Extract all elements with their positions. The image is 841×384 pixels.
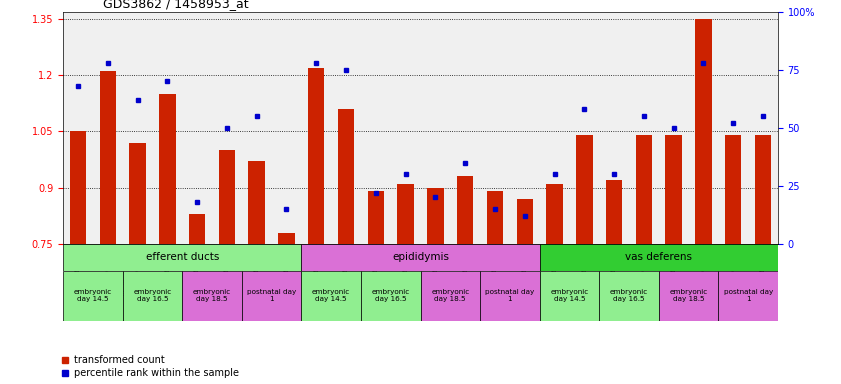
Text: GDS3862 / 1458953_at: GDS3862 / 1458953_at [103,0,249,10]
Bar [219,150,235,244]
Bar [665,135,682,244]
Text: postnatal day
1: postnatal day 1 [485,289,535,302]
Bar [99,71,116,244]
Bar [659,271,718,321]
Bar [308,68,325,244]
Text: percentile rank within the sample: percentile rank within the sample [74,368,239,379]
Bar [636,135,652,244]
Bar [725,135,742,244]
Text: epididymis: epididymis [392,252,449,262]
Text: embryonic
day 14.5: embryonic day 14.5 [312,289,350,302]
Bar [420,271,480,321]
Text: tissue ▶: tissue ▶ [96,252,135,262]
Bar [242,271,301,321]
Bar [540,244,778,271]
Text: embryonic
day 18.5: embryonic day 18.5 [193,289,231,302]
Bar [487,191,503,244]
Text: embryonic
day 14.5: embryonic day 14.5 [74,289,112,302]
Bar [547,184,563,244]
Bar [248,161,265,244]
Text: efferent ducts: efferent ducts [145,252,219,262]
Text: postnatal day
1: postnatal day 1 [247,289,296,302]
Bar [278,233,294,244]
Bar [159,94,176,244]
Bar [540,271,599,321]
Bar [182,271,242,321]
Text: embryonic
day 18.5: embryonic day 18.5 [669,289,707,302]
Bar [599,271,659,321]
Text: embryonic
day 14.5: embryonic day 14.5 [550,289,589,302]
Text: embryonic
day 18.5: embryonic day 18.5 [431,289,469,302]
Bar [755,135,771,244]
Bar [189,214,205,244]
Bar [338,109,354,244]
Bar [457,176,473,244]
Bar [301,244,540,271]
Text: embryonic
day 16.5: embryonic day 16.5 [134,289,172,302]
Bar [70,131,86,244]
Bar [123,271,182,321]
Text: development
stage ▶: development stage ▶ [80,278,135,298]
Text: embryonic
day 16.5: embryonic day 16.5 [372,289,410,302]
Bar [576,135,593,244]
Bar [696,19,711,244]
Text: transformed count: transformed count [74,355,165,365]
Text: postnatal day
1: postnatal day 1 [723,289,773,302]
Text: vas deferens: vas deferens [625,252,692,262]
Bar [301,271,361,321]
Bar [361,271,420,321]
Bar [516,199,533,244]
Bar [606,180,622,244]
Bar [480,271,540,321]
Bar [130,143,145,244]
Bar [398,184,414,244]
Bar [427,188,443,244]
Bar [63,244,301,271]
Bar [368,191,384,244]
Text: embryonic
day 16.5: embryonic day 16.5 [610,289,648,302]
Bar [63,271,123,321]
Bar [718,271,778,321]
